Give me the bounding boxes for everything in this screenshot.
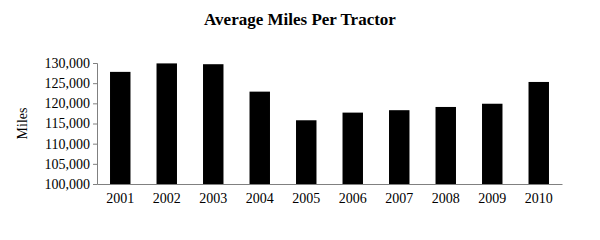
bar [482, 104, 502, 184]
x-tick-label: 2003 [199, 191, 227, 206]
y-tick-label: 110,000 [45, 137, 90, 152]
x-tick-label: 2007 [385, 191, 413, 206]
x-tick-label: 2004 [246, 191, 274, 206]
x-tick-label: 2010 [525, 191, 553, 206]
x-tick: 2004 [246, 191, 274, 206]
y-axis-title: Miles [15, 108, 30, 140]
bar [250, 92, 270, 184]
y-tick-mark [93, 63, 97, 64]
plot: 100,000 105,000 110,000 115,000 120,000 125,0… [45, 56, 563, 206]
title: Average Miles Per Tractor [204, 10, 396, 29]
bar [343, 113, 363, 184]
bar [296, 120, 316, 184]
x-tick: 2010 [525, 191, 553, 206]
bar [529, 82, 549, 184]
y-tick-label: 125,000 [45, 76, 91, 91]
x-axis-line [98, 184, 563, 185]
y-tick-mark [93, 164, 97, 165]
y-tick: 105,000 [45, 157, 98, 172]
x-tick: 2006 [339, 191, 367, 206]
y-tick-label: 120,000 [45, 96, 91, 111]
y-tick-mark [93, 124, 97, 125]
y-tick: 115,000 [45, 116, 97, 131]
y-tick-label: 130,000 [45, 56, 91, 71]
bar [203, 64, 223, 184]
x-axis: 2001 2002 2003 2004 2005 2006 2007 2008 2009 2010 [98, 185, 563, 206]
x-tick: 2003 [199, 191, 227, 206]
x-tick-label: 2006 [339, 191, 367, 206]
x-tick: 2007 [385, 191, 413, 206]
y-tick: 125,000 [45, 76, 98, 91]
y-tick-label: 115,000 [45, 116, 90, 131]
y-tick: 100,000 [45, 177, 98, 192]
bar [389, 110, 409, 184]
x-tick: 2002 [153, 191, 181, 206]
y-tick-mark [93, 83, 97, 84]
y-tick-mark [93, 103, 97, 104]
y-axis: 100,000 105,000 110,000 115,000 120,000 125,0… [45, 56, 98, 192]
x-tick: 2008 [432, 191, 460, 206]
x-tick-label: 2001 [106, 191, 134, 206]
y-tick: 130,000 [45, 56, 98, 71]
x-tick-label: 2009 [478, 191, 506, 206]
x-tick: 2001 [106, 191, 134, 206]
bar [110, 72, 130, 184]
x-tick: 2009 [478, 191, 506, 206]
bars [110, 63, 549, 184]
y-tick-mark [93, 144, 97, 145]
y-tick-mark [93, 184, 97, 185]
x-tick: 2005 [292, 191, 320, 206]
chart: 100,000 105,000 110,000 115,000 120,000 125,0… [0, 0, 600, 240]
bar [157, 63, 177, 184]
x-tick-label: 2008 [432, 191, 460, 206]
y-tick-label: 100,000 [45, 177, 91, 192]
y-axis-line [93, 64, 98, 185]
bar [436, 107, 456, 184]
y-tick: 110,000 [45, 137, 97, 152]
x-tick-label: 2005 [292, 191, 320, 206]
x-tick-label: 2002 [153, 191, 181, 206]
y-tick: 120,000 [45, 96, 98, 111]
y-tick-label: 105,000 [45, 157, 91, 172]
